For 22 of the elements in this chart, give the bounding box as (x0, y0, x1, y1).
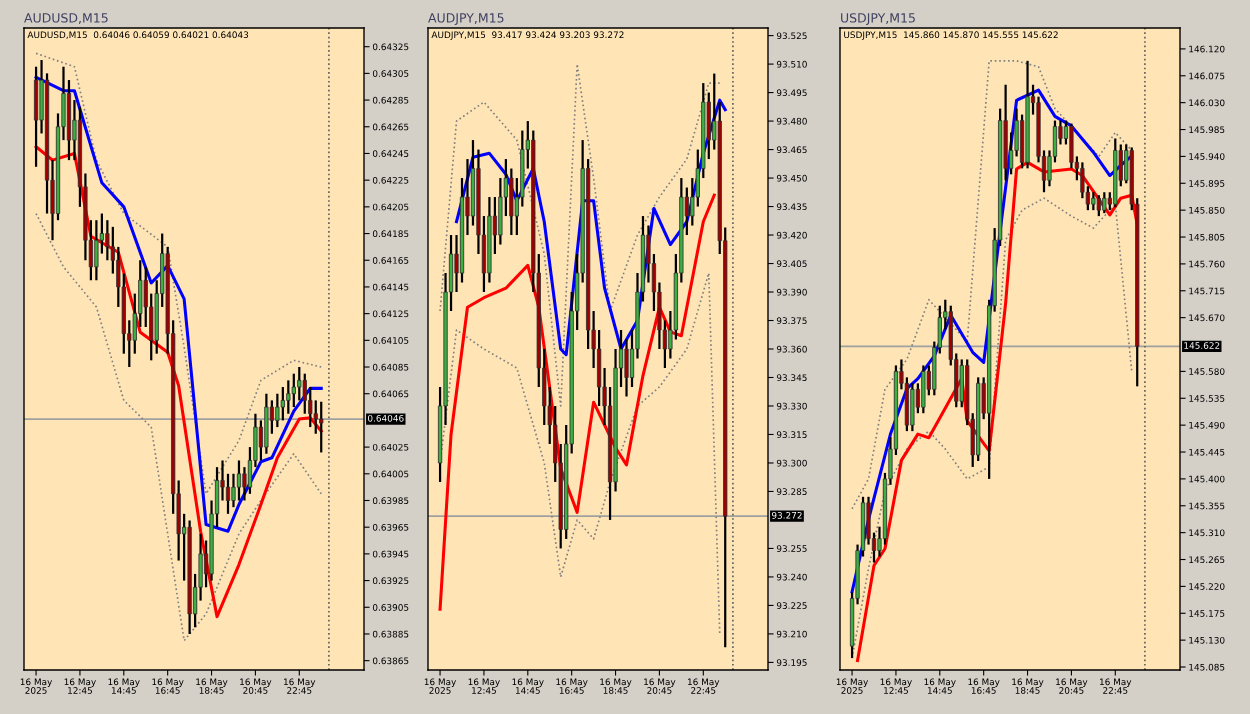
line-series (34, 145, 323, 619)
candlestick (624, 338, 629, 398)
line-series (439, 63, 721, 407)
candlestick (1096, 194, 1101, 218)
candlestick (275, 392, 280, 429)
line-series (439, 272, 721, 635)
line-series (35, 212, 323, 642)
candlestick (291, 372, 296, 409)
line-series (438, 193, 716, 611)
candlestick (264, 392, 269, 455)
candlestick (1102, 191, 1107, 215)
candlestick (921, 364, 926, 415)
candlestick (280, 385, 285, 422)
candlestick (910, 382, 915, 433)
candlestick (319, 400, 324, 454)
candlestick (33, 65, 39, 168)
candlestick (236, 459, 242, 502)
candlestick (94, 219, 99, 282)
candlestick (297, 365, 302, 402)
candlestick (286, 379, 291, 415)
line-series (851, 60, 1133, 510)
candlestick (509, 167, 514, 237)
